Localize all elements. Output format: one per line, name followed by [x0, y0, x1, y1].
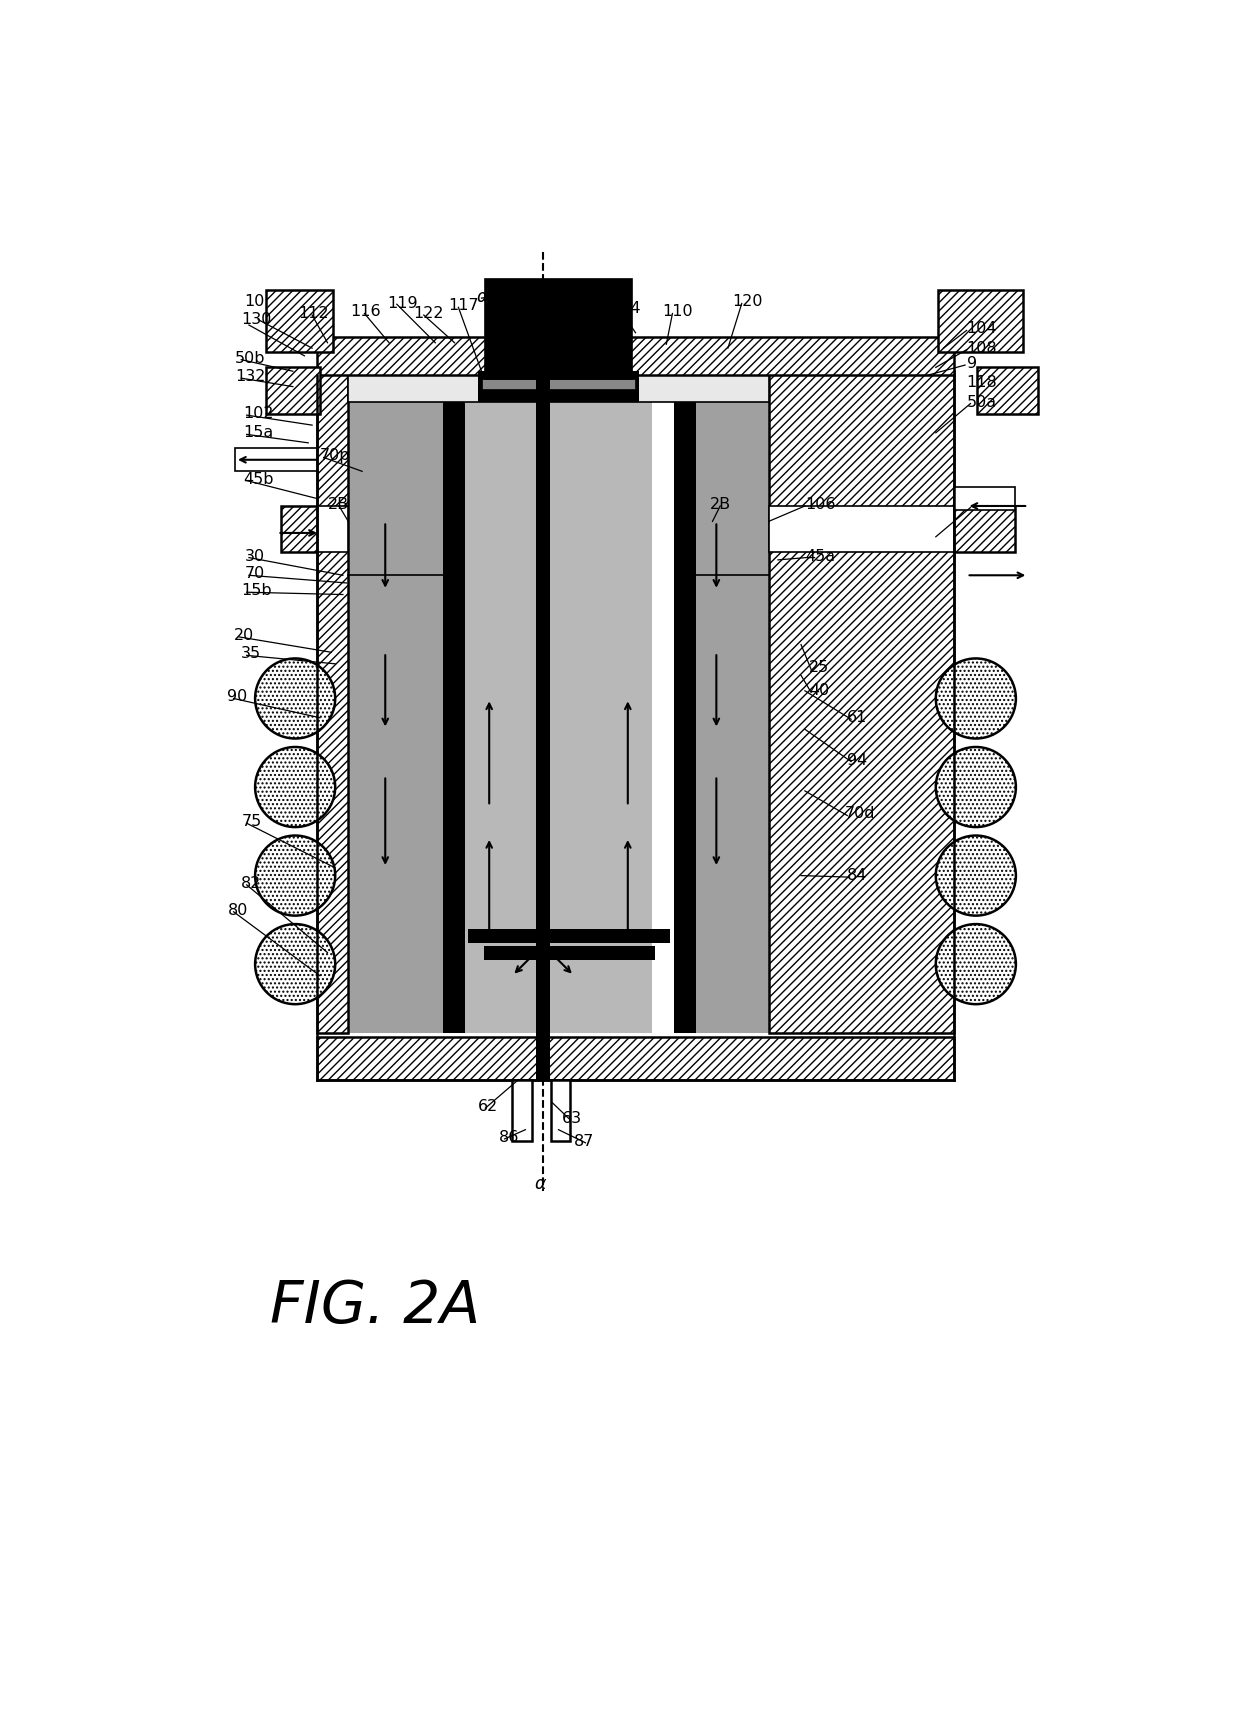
- Circle shape: [255, 835, 335, 915]
- Text: 50b: 50b: [236, 351, 265, 365]
- Text: 90: 90: [227, 689, 248, 704]
- Text: 119: 119: [388, 297, 418, 310]
- Text: 35: 35: [242, 646, 262, 662]
- Text: 70d: 70d: [844, 807, 875, 821]
- Bar: [348, 372, 769, 403]
- Text: 108: 108: [967, 341, 997, 355]
- Text: 86: 86: [498, 1130, 518, 1145]
- Text: $\alpha$: $\alpha$: [534, 1174, 547, 1193]
- Bar: [469, 929, 670, 943]
- Text: 114: 114: [610, 300, 641, 315]
- Text: 94: 94: [847, 752, 868, 768]
- Text: 50a: 50a: [967, 394, 997, 410]
- Bar: [265, 290, 332, 351]
- Circle shape: [936, 924, 1016, 1004]
- Bar: [512, 1080, 532, 1142]
- Text: 110: 110: [662, 305, 693, 319]
- Circle shape: [936, 747, 1016, 828]
- Text: 20: 20: [233, 627, 254, 643]
- Text: 9: 9: [967, 357, 977, 370]
- Text: 64: 64: [567, 290, 587, 303]
- Bar: [977, 367, 1038, 413]
- Bar: [954, 506, 1016, 552]
- Bar: [465, 403, 652, 1034]
- Text: 25: 25: [808, 660, 830, 675]
- Bar: [696, 403, 769, 1034]
- Bar: [317, 506, 348, 552]
- Text: 15b: 15b: [242, 583, 272, 598]
- Text: 82: 82: [242, 876, 262, 891]
- Text: 30: 30: [244, 548, 264, 564]
- Bar: [675, 403, 696, 1034]
- Text: FIG. 2A: FIG. 2A: [270, 1279, 480, 1335]
- Bar: [484, 946, 655, 960]
- Text: 120: 120: [732, 295, 763, 310]
- Bar: [265, 367, 320, 413]
- Text: 61: 61: [847, 710, 868, 725]
- Text: 15a: 15a: [243, 425, 273, 440]
- Bar: [939, 290, 1023, 351]
- Bar: [481, 379, 635, 391]
- Bar: [236, 449, 317, 471]
- Text: 2B: 2B: [327, 497, 348, 512]
- Bar: [485, 279, 631, 379]
- Bar: [317, 372, 348, 1034]
- Text: 130: 130: [242, 312, 272, 327]
- Circle shape: [255, 658, 335, 739]
- Bar: [317, 1037, 954, 1080]
- Text: 118: 118: [967, 375, 997, 391]
- Circle shape: [255, 924, 335, 1004]
- Bar: [317, 336, 954, 375]
- Text: $\alpha$: $\alpha$: [476, 288, 490, 305]
- Text: 84: 84: [847, 867, 868, 883]
- Bar: [954, 487, 1016, 509]
- Text: 80: 80: [227, 903, 248, 917]
- Text: 70p: 70p: [320, 449, 350, 463]
- Text: 116: 116: [351, 305, 381, 319]
- Bar: [769, 372, 954, 1034]
- Circle shape: [936, 835, 1016, 915]
- Text: 62: 62: [477, 1099, 498, 1114]
- Text: 122: 122: [414, 307, 444, 321]
- Text: 10: 10: [244, 295, 264, 310]
- Text: 106: 106: [805, 497, 836, 512]
- Text: 70: 70: [244, 566, 264, 581]
- Text: 102: 102: [243, 406, 273, 422]
- Bar: [551, 1080, 570, 1142]
- Bar: [536, 379, 551, 1080]
- Text: 118: 118: [589, 312, 620, 327]
- Bar: [443, 403, 465, 1034]
- Text: 40: 40: [808, 684, 830, 698]
- Text: 45a: 45a: [805, 548, 835, 564]
- Bar: [769, 506, 954, 552]
- Bar: [281, 506, 317, 552]
- Bar: [348, 403, 443, 1034]
- Circle shape: [936, 658, 1016, 739]
- Circle shape: [255, 747, 335, 828]
- Text: 45b: 45b: [243, 471, 273, 487]
- Text: 63: 63: [563, 1111, 583, 1126]
- Bar: [477, 372, 640, 403]
- Text: 75: 75: [242, 814, 262, 830]
- Text: 117: 117: [449, 298, 479, 314]
- Text: 112: 112: [299, 307, 329, 321]
- Text: 87: 87: [574, 1133, 594, 1148]
- Text: 132: 132: [236, 369, 265, 384]
- Text: 2B: 2B: [711, 497, 732, 512]
- Text: 104: 104: [967, 322, 997, 336]
